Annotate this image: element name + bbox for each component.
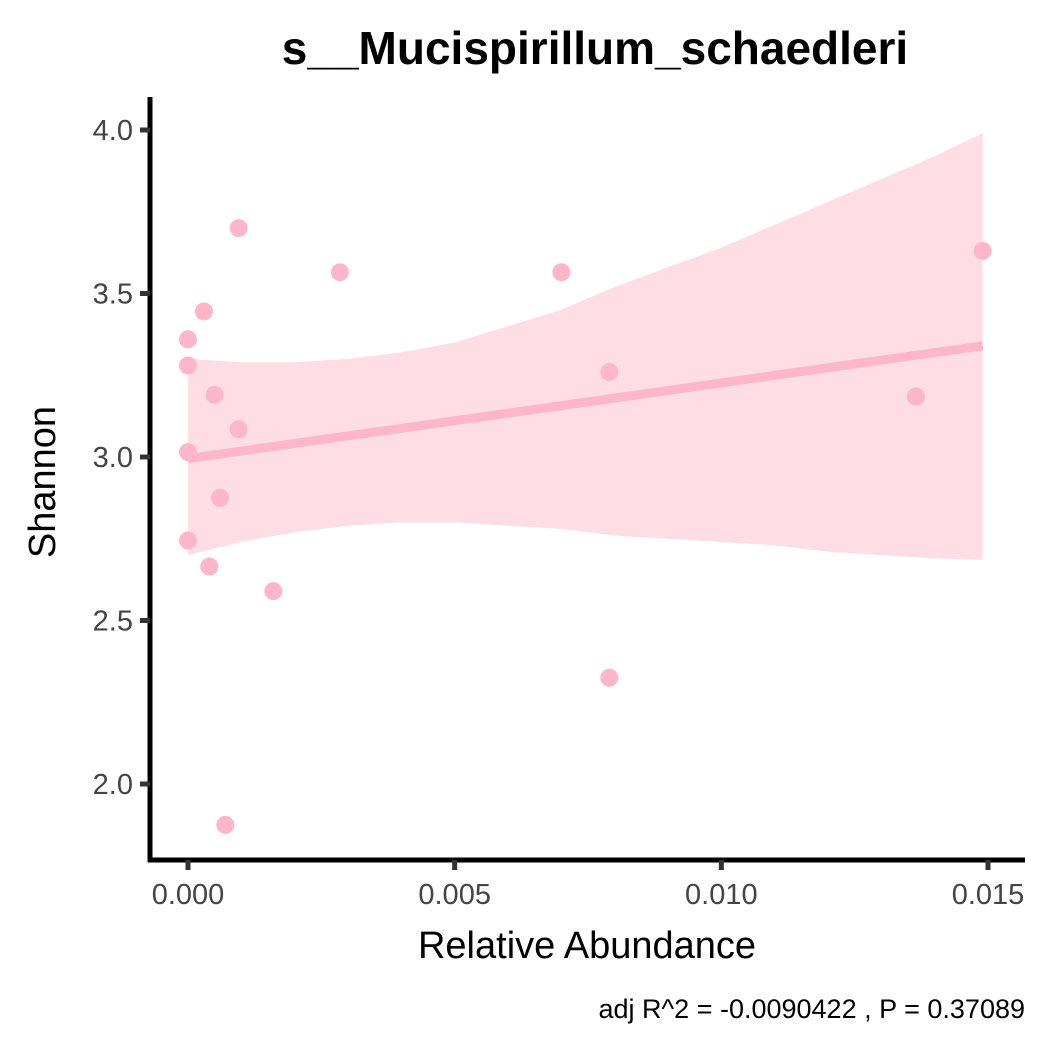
data-point <box>600 668 619 687</box>
data-point <box>264 582 283 601</box>
data-point <box>229 219 248 238</box>
y-tick-label: 2.0 <box>93 769 133 801</box>
y-tick-label: 3.5 <box>93 279 133 311</box>
data-point <box>552 263 571 282</box>
y-tick-label: 3.0 <box>93 442 133 474</box>
data-point <box>179 443 197 462</box>
data-point <box>600 362 619 381</box>
x-axis-title: Relative Abundance <box>418 925 756 967</box>
data-point <box>179 531 197 550</box>
x-tick-label: 0.000 <box>152 879 225 911</box>
data-point <box>195 302 213 321</box>
data-point <box>216 815 235 834</box>
data-point <box>179 330 197 349</box>
fit-line-layer <box>187 341 984 464</box>
confidence-band-layer <box>188 133 983 561</box>
x-tick-label: 0.015 <box>952 879 1025 911</box>
data-point <box>907 387 925 406</box>
x-tick-label: 0.010 <box>685 879 758 911</box>
data-point <box>205 385 224 404</box>
statistics-caption: adj R^2 = -0.0090422 , P = 0.37089 <box>598 994 1025 1024</box>
regression-line <box>187 341 984 464</box>
axes-layer: 0.000 0.005 0.010 0.015 2.0 2.5 3.0 3.5 4.0 <box>93 97 1025 911</box>
data-point <box>973 241 992 260</box>
data-point <box>211 488 229 507</box>
confidence-band <box>188 133 983 561</box>
y-tick-label: 4.0 <box>93 115 133 147</box>
data-point <box>200 557 219 576</box>
data-point <box>331 263 349 282</box>
data-point <box>229 420 248 439</box>
y-tick-label: 2.5 <box>93 606 133 638</box>
chart-title: s__Mucispirillum_schaedleri <box>282 22 908 74</box>
data-points-layer <box>179 219 992 834</box>
x-tick-label: 0.005 <box>418 879 491 911</box>
data-point <box>179 356 197 375</box>
y-axis-title: Shannon <box>22 406 64 558</box>
